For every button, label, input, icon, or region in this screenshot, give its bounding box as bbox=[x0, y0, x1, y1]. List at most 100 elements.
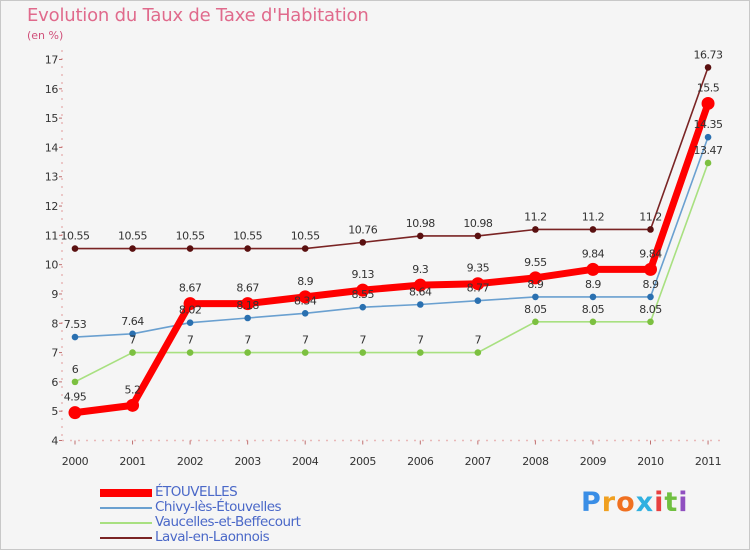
legend-label: ÉTOUVELLES bbox=[155, 484, 238, 500]
data-point bbox=[647, 318, 654, 326]
y-tick-label: 14 bbox=[45, 141, 59, 154]
data-label: 5.2 bbox=[125, 383, 141, 396]
legend-swatch bbox=[100, 522, 152, 524]
y-tick-label: 11 bbox=[45, 229, 58, 242]
data-label: 7 bbox=[302, 334, 309, 347]
x-tick-label: 2000 bbox=[62, 455, 89, 468]
data-label: 8.55 bbox=[352, 288, 375, 301]
data-label: 13.47 bbox=[694, 144, 723, 157]
data-label: 10.76 bbox=[348, 223, 377, 236]
data-point bbox=[647, 293, 654, 301]
data-label: 8.05 bbox=[639, 303, 662, 316]
data-point bbox=[71, 245, 79, 252]
data-label: 9.3 bbox=[412, 263, 428, 276]
data-label: 10.55 bbox=[176, 230, 205, 243]
data-point bbox=[298, 290, 312, 304]
data-point bbox=[186, 245, 194, 252]
data-point bbox=[71, 378, 79, 386]
data-point bbox=[244, 349, 251, 356]
series-line-laval-en-laonnois bbox=[74, 66, 709, 250]
data-point bbox=[129, 245, 136, 252]
data-label: 11.2 bbox=[639, 210, 662, 223]
data-label: 7 bbox=[360, 334, 367, 347]
data-label: 7.64 bbox=[121, 315, 144, 328]
data-point bbox=[356, 283, 370, 297]
data-label: 8.34 bbox=[294, 294, 317, 307]
y-tick-label: 16 bbox=[45, 83, 59, 96]
data-point bbox=[471, 277, 485, 291]
data-label: 8.9 bbox=[297, 275, 313, 288]
legend-item: Chivy-lès-Étouvelles bbox=[100, 500, 360, 515]
y-tick-label: 12 bbox=[45, 200, 58, 213]
data-label: 9.84 bbox=[582, 247, 605, 260]
legend-label: Laval-en-Laonnois bbox=[155, 529, 270, 545]
data-label: 11.2 bbox=[582, 210, 605, 223]
data-label: 8.77 bbox=[467, 282, 490, 295]
data-point bbox=[532, 318, 539, 326]
data-label: 10.55 bbox=[61, 230, 90, 243]
data-label: 8.64 bbox=[409, 286, 432, 299]
data-point bbox=[417, 301, 424, 308]
y-tick-label: 7 bbox=[51, 347, 58, 360]
data-label: 10.55 bbox=[291, 230, 320, 243]
series-line-chivy-l-s-touvelles bbox=[74, 136, 709, 338]
data-point bbox=[474, 297, 482, 305]
data-point bbox=[244, 245, 251, 252]
data-point bbox=[701, 96, 715, 110]
x-tick-label: 2001 bbox=[119, 455, 145, 468]
data-point bbox=[241, 297, 255, 311]
data-label: 8.9 bbox=[585, 278, 601, 291]
data-point bbox=[301, 245, 309, 252]
data-point bbox=[359, 239, 367, 246]
data-point bbox=[68, 406, 82, 420]
legend-swatch bbox=[100, 489, 152, 497]
y-tick-label: 10 bbox=[45, 259, 59, 272]
data-label: 7.53 bbox=[64, 318, 87, 331]
data-point bbox=[532, 293, 539, 301]
data-point bbox=[647, 226, 654, 233]
logo-letter: r bbox=[601, 487, 617, 518]
data-point bbox=[186, 319, 194, 326]
data-point bbox=[126, 398, 140, 412]
data-point bbox=[186, 349, 194, 356]
x-tick-label: 2010 bbox=[637, 455, 664, 468]
data-label: 10.55 bbox=[118, 230, 147, 243]
data-label: 8.02 bbox=[179, 304, 202, 317]
x-tick-label: 2004 bbox=[292, 455, 319, 468]
legend-label: Vaucelles-et-Beffecourt bbox=[155, 514, 301, 530]
data-label: 8.67 bbox=[179, 282, 202, 295]
data-label: 7 bbox=[244, 334, 251, 347]
data-point bbox=[301, 310, 309, 317]
data-label: 9.13 bbox=[352, 268, 375, 281]
data-label: 10.98 bbox=[463, 217, 492, 230]
data-label: 10.55 bbox=[233, 230, 262, 243]
x-tick-label: 2006 bbox=[407, 455, 434, 468]
data-point bbox=[413, 278, 427, 292]
data-label: 14.35 bbox=[694, 118, 723, 131]
data-point bbox=[704, 133, 712, 141]
data-label: 9.35 bbox=[467, 262, 490, 275]
legend-swatch bbox=[100, 507, 152, 509]
logo-letter: x bbox=[635, 487, 655, 518]
legend-item: ÉTOUVELLES bbox=[100, 485, 360, 500]
data-point bbox=[704, 159, 712, 167]
x-tick-label: 2008 bbox=[522, 455, 549, 468]
data-label: 8.18 bbox=[236, 299, 259, 312]
logo-letter: i bbox=[654, 487, 665, 518]
data-label: 7 bbox=[187, 334, 194, 347]
data-label: 10.98 bbox=[406, 217, 435, 230]
series-line-vaucelles-et-beffecourt bbox=[74, 162, 709, 383]
y-tick-label: 17 bbox=[45, 54, 59, 67]
data-label: 9.55 bbox=[524, 256, 547, 269]
series-line--touvelles bbox=[71, 99, 712, 417]
data-point bbox=[183, 297, 197, 311]
y-tick-label: 9 bbox=[51, 288, 58, 301]
unit-label: (en %) bbox=[27, 29, 64, 42]
data-point bbox=[704, 64, 712, 71]
logo-letter: i bbox=[678, 487, 689, 518]
logo-letter: P bbox=[581, 487, 602, 518]
data-point bbox=[129, 330, 136, 338]
data-label: 6 bbox=[72, 363, 79, 376]
data-point bbox=[644, 262, 657, 276]
x-tick-label: 2005 bbox=[350, 455, 377, 468]
